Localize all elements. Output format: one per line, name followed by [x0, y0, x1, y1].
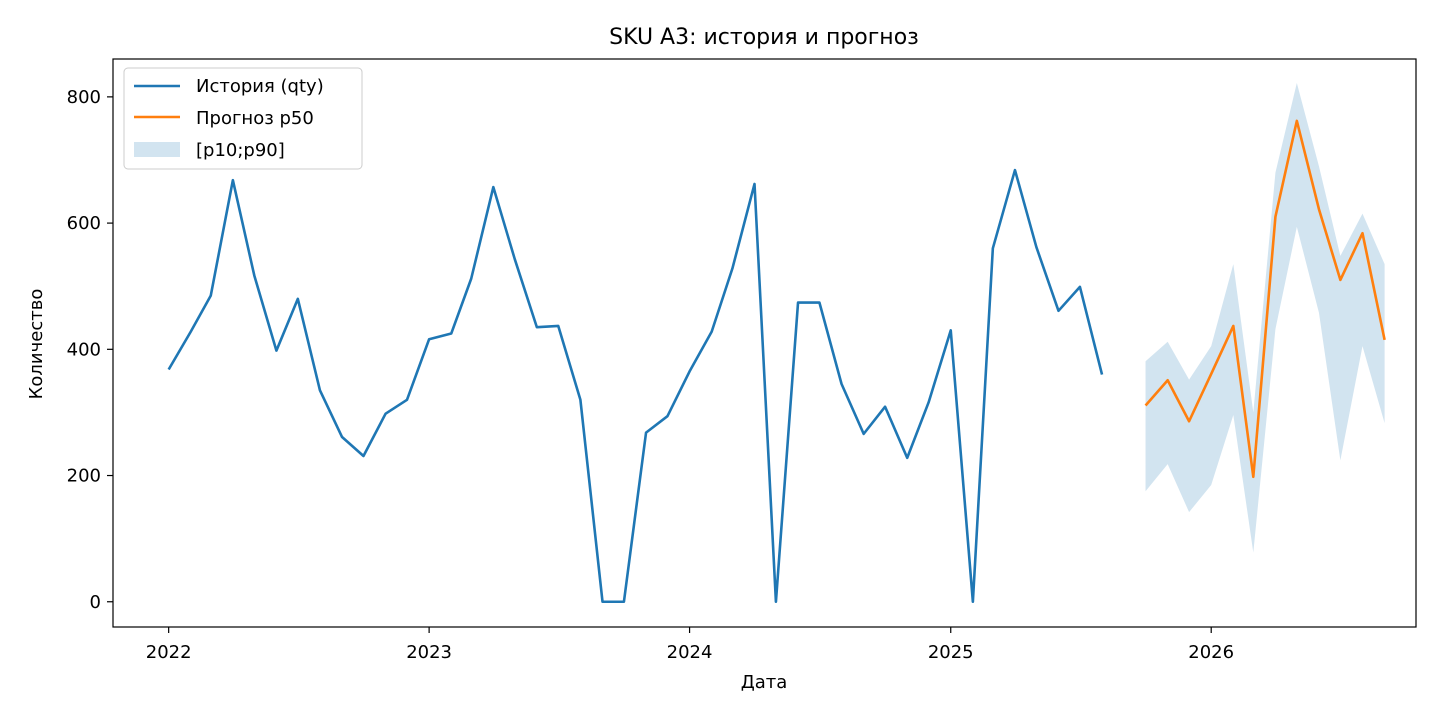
lines-layer: [167, 119, 1386, 604]
legend-band-swatch: [134, 142, 180, 157]
history-line: [167, 168, 1104, 604]
plot-frame: [112, 58, 1417, 628]
x-axis-label: Дата: [741, 672, 788, 693]
legend-forecast-label: Прогноз p50: [196, 108, 314, 129]
legend-history-label: История (qty): [196, 76, 324, 97]
chart-title: SKU A3: история и прогноз: [609, 25, 919, 50]
x-tick-label: 2022: [146, 642, 192, 663]
y-axis: 0 200 400 600 800: [67, 87, 113, 613]
x-tick-label: 2024: [667, 642, 713, 663]
forecast-band: [1145, 82, 1385, 553]
x-tick-label: 2026: [1188, 642, 1234, 663]
x-axis: 2022 2023 2024 2025 2026: [146, 627, 1234, 663]
y-tick-label: 200: [67, 466, 101, 487]
forecast-line: [1144, 119, 1386, 479]
band-layer: [1145, 82, 1385, 553]
legend-frame: [123, 67, 363, 170]
legend: История (qty) Прогноз p50 [p10;p90]: [123, 67, 363, 170]
y-tick-label: 600: [67, 213, 101, 234]
y-tick-label: 0: [90, 592, 101, 613]
x-tick-label: 2023: [406, 642, 452, 663]
y-axis-label: Количество: [26, 289, 47, 400]
x-tick-label: 2025: [928, 642, 974, 663]
plot-area: [112, 58, 1417, 628]
y-tick-label: 400: [67, 339, 101, 360]
y-tick-label: 800: [67, 87, 101, 108]
legend-band-label: [p10;p90]: [196, 140, 285, 161]
